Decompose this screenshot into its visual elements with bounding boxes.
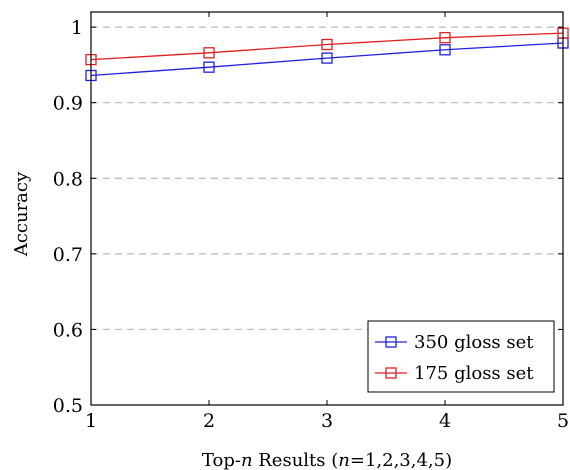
x-tick-label: 4 <box>439 410 451 432</box>
y-tick-label: 0.5 <box>53 395 83 417</box>
legend-marker <box>385 367 397 379</box>
y-tick-label: 1 <box>71 17 83 39</box>
data-point-marker <box>321 38 333 51</box>
x-tick-label: 2 <box>203 410 215 432</box>
legend-item: 350 gloss set <box>375 332 534 353</box>
y-axis-label: Accuracy <box>11 171 32 257</box>
y-tick-label: 0.6 <box>53 319 83 341</box>
legend-marker <box>385 336 397 348</box>
grid-lines <box>91 26 563 331</box>
legend-label: 350 gloss set <box>414 332 534 353</box>
legend: 350 gloss set 175 gloss set <box>367 320 555 393</box>
axis-ticks: 0.5 0.6 0.7 0.8 0.9 1 1 2 3 4 5 <box>53 12 569 432</box>
legend-label: 175 gloss set <box>414 363 534 384</box>
y-tick-label: 0.8 <box>53 168 83 190</box>
y-tick-label: 0.9 <box>53 93 83 115</box>
series-line <box>90 42 564 77</box>
x-axis-label: Top-n Results (n=1,2,3,4,5) <box>202 450 452 470</box>
legend-items: 350 gloss set 175 gloss set <box>375 332 534 384</box>
data-point-marker <box>203 61 215 73</box>
x-tick-label: 3 <box>321 410 333 432</box>
series-1 <box>85 37 569 82</box>
x-tick-label: 5 <box>557 410 569 432</box>
data-point-marker <box>203 47 215 59</box>
series-line <box>90 32 564 61</box>
legend-box <box>367 320 555 393</box>
data-point-marker <box>321 52 333 64</box>
x-tick-label: 1 <box>85 410 97 432</box>
legend-item: 175 gloss set <box>375 363 534 384</box>
series-layer <box>85 27 569 82</box>
data-point-marker <box>439 32 451 44</box>
y-tick-label: 0.7 <box>53 244 83 266</box>
data-point-marker <box>439 44 451 56</box>
